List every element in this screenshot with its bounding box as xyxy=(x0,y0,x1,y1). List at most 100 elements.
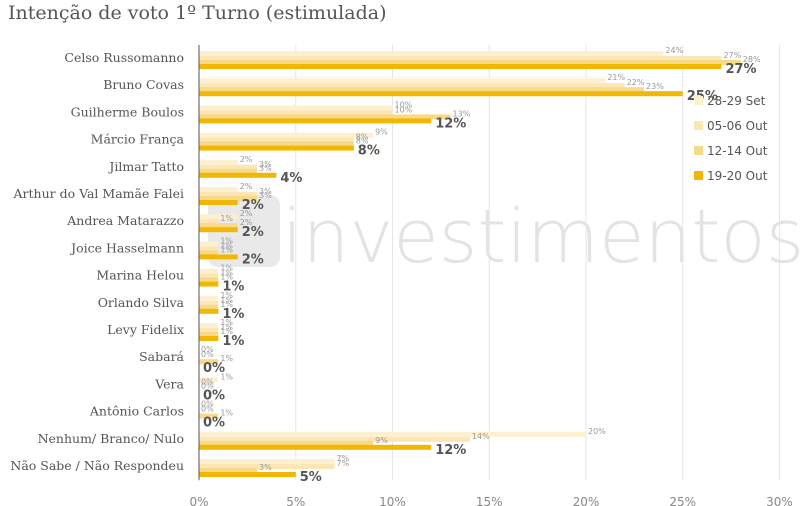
category-label: Bruno Covas xyxy=(103,77,184,92)
data-label: 1% xyxy=(220,296,233,305)
data-label: 0% xyxy=(201,345,214,354)
data-label: 1% xyxy=(222,307,244,322)
bar xyxy=(199,273,219,279)
bar xyxy=(199,192,258,197)
data-label: 20% xyxy=(588,427,606,436)
bar xyxy=(199,377,219,383)
watermark-logo xyxy=(208,195,280,267)
watermark-text: investimentos xyxy=(282,194,800,280)
bar xyxy=(199,268,219,274)
data-label: 0% xyxy=(203,361,225,376)
data-label: 8% xyxy=(358,144,380,159)
data-label: 1% xyxy=(220,323,233,332)
bar xyxy=(199,164,258,170)
bar xyxy=(199,336,219,341)
category-label: Não Sabe / Não Respondeu xyxy=(10,458,184,473)
bar xyxy=(199,64,722,69)
data-label: 0% xyxy=(203,416,225,431)
data-label: 10% xyxy=(395,100,413,109)
x-tick-label: 25% xyxy=(669,495,696,506)
bar xyxy=(199,464,335,469)
data-label: 3% xyxy=(259,160,272,169)
bar xyxy=(199,277,219,283)
x-tick-label: 15% xyxy=(476,495,503,506)
category-label: Antônio Carlos xyxy=(89,404,184,419)
bar xyxy=(199,328,219,333)
bar xyxy=(199,472,296,477)
bar xyxy=(199,159,238,165)
data-label: 0% xyxy=(201,381,214,390)
bar xyxy=(199,91,683,97)
data-label: 1% xyxy=(220,300,233,309)
category-label: Orlando Silva xyxy=(98,295,185,310)
data-label: 10% xyxy=(395,105,413,114)
data-label: 14% xyxy=(472,432,490,441)
category-label: Andrea Matarazzo xyxy=(66,213,184,228)
data-label: 1% xyxy=(220,409,233,418)
watermark: investimentos xyxy=(208,194,800,280)
data-label: 1% xyxy=(222,334,244,349)
category-label: Joice Hasselmann xyxy=(69,240,184,255)
bar xyxy=(199,168,258,174)
bar xyxy=(199,114,451,120)
category-label: Nenhum/ Branco/ Nulo xyxy=(38,431,184,446)
x-tick-label: 10% xyxy=(379,495,406,506)
bar xyxy=(199,241,219,247)
x-tick-label: 30% xyxy=(766,495,793,506)
bar xyxy=(199,51,664,56)
bar xyxy=(199,196,258,201)
data-label: 22% xyxy=(627,78,645,87)
data-label: 0% xyxy=(201,405,214,414)
data-label: 8% xyxy=(356,137,369,146)
bar xyxy=(199,304,219,310)
legend: 28-29 Set 05-06 Out 12-14 Out 19-20 Out xyxy=(694,94,768,183)
category-label: Marina Helou xyxy=(96,268,184,283)
data-label: 3% xyxy=(259,191,272,200)
bar xyxy=(199,87,645,93)
data-label: 3% xyxy=(259,187,272,196)
data-labels: 24%27%28%27%21%22%23%25%10%10%13%12%9%8%… xyxy=(201,46,761,485)
bar xyxy=(199,78,606,84)
legend-label: 12-14 Out xyxy=(707,144,768,158)
data-label: 7% xyxy=(336,454,349,463)
data-label: 1% xyxy=(220,241,233,250)
bar xyxy=(199,468,258,473)
bar xyxy=(199,246,219,252)
data-label: 12% xyxy=(435,116,466,131)
legend-label: 05-06 Out xyxy=(707,119,768,133)
data-label: 13% xyxy=(453,109,471,118)
bar xyxy=(199,332,219,337)
bar xyxy=(199,223,238,229)
data-label: 1% xyxy=(222,280,244,295)
data-label: 8% xyxy=(356,133,369,142)
bar xyxy=(199,250,219,256)
data-label: 2% xyxy=(240,182,253,191)
data-label: 2% xyxy=(240,218,253,227)
legend-label: 28-29 Set xyxy=(707,94,766,108)
legend-label: 19-20 Out xyxy=(707,169,768,183)
data-label: 1% xyxy=(220,354,233,363)
x-tick-label: 0% xyxy=(189,495,208,506)
data-label: 1% xyxy=(220,264,233,273)
data-label: 28% xyxy=(743,55,761,64)
bar xyxy=(199,254,238,260)
data-label: 5% xyxy=(300,470,322,485)
bar xyxy=(199,219,219,225)
category-label: Vera xyxy=(154,376,184,391)
bar xyxy=(199,440,374,446)
data-label: 0% xyxy=(203,388,225,403)
data-label: 2% xyxy=(240,209,253,218)
bar xyxy=(199,308,219,314)
data-label: 21% xyxy=(607,73,625,82)
data-label: 1% xyxy=(220,273,233,282)
data-label: 23% xyxy=(646,82,664,91)
bar xyxy=(199,413,219,419)
bar xyxy=(199,436,470,442)
data-label: 1% xyxy=(220,214,233,223)
category-label: Levy Fidelix xyxy=(107,322,184,337)
bar xyxy=(199,110,393,116)
bar xyxy=(199,359,219,365)
data-label: 2% xyxy=(242,225,264,240)
data-label: 1% xyxy=(220,245,233,254)
bar xyxy=(199,459,335,464)
